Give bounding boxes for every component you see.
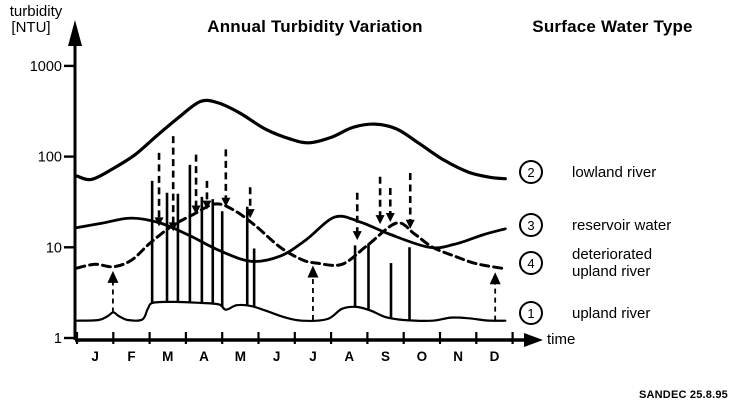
month-label: O	[417, 349, 428, 364]
y-axis-title-line2: [NTU]	[11, 19, 51, 36]
down-arrowhead	[245, 209, 255, 219]
month-label: J	[309, 349, 317, 364]
month-label: M	[162, 349, 173, 364]
legend-label-reservoir-water: reservoir water	[572, 217, 671, 234]
legend-number-2: 2	[519, 160, 543, 184]
month-label: S	[381, 349, 390, 364]
y-tick-label: 1000	[30, 59, 62, 75]
down-arrowhead	[154, 217, 164, 227]
legend-label-line: upland river	[572, 304, 651, 322]
y-tick-label: 10	[46, 240, 62, 256]
legend-label-line: lowland river	[572, 163, 657, 181]
down-arrowhead	[385, 213, 395, 223]
month-label: J	[273, 349, 281, 364]
legend-label-lowland-river: lowland river	[572, 164, 656, 181]
legend-number-3: 3	[519, 213, 543, 237]
up-arrowhead	[489, 272, 501, 285]
month-label: F	[127, 349, 135, 364]
month-label: J	[91, 349, 99, 364]
series-line-deteriorated-upland-river	[75, 202, 507, 271]
legend-label-line: reservoir water	[572, 216, 672, 234]
legend-label-deteriorated-upland-river: deteriorated upland river	[572, 246, 652, 280]
month-label: A	[344, 349, 354, 364]
legend-number-1: 1	[519, 301, 543, 325]
y-axis-title-line1: turbidity	[9, 3, 63, 20]
down-arrowhead	[375, 215, 385, 225]
legend-label-line: upland river	[572, 263, 651, 280]
chart-title: Annual Turbidity Variation	[207, 17, 423, 36]
down-arrowhead	[405, 219, 415, 229]
legend-label-line: deteriorated	[572, 246, 653, 263]
down-arrowhead	[352, 231, 362, 241]
x-axis-arrowhead	[524, 333, 543, 347]
month-label: N	[453, 349, 463, 364]
series-line-upland-river	[75, 300, 507, 322]
down-arrowhead	[221, 197, 231, 207]
legend-number-4: 4	[519, 251, 543, 275]
up-arrowhead	[307, 265, 319, 278]
y-tick-label: 1	[54, 331, 62, 347]
credit-text: SANDEC 25.8.95	[638, 389, 728, 401]
month-label: D	[490, 349, 500, 364]
month-label: A	[199, 349, 209, 364]
series-line-lowland-river	[75, 98, 507, 182]
up-arrowhead	[107, 270, 119, 283]
y-tick-label: 100	[38, 150, 62, 166]
y-axis-arrowhead	[68, 20, 82, 46]
down-arrowhead	[202, 200, 212, 210]
down-arrowhead	[191, 205, 201, 215]
series-line-reservoir-water	[75, 214, 507, 263]
legend-title: Surface Water Type	[532, 17, 693, 36]
x-axis-title: time	[547, 331, 576, 348]
legend-label-upland-river: upland river	[572, 305, 650, 322]
month-label: M	[235, 349, 246, 364]
down-arrowhead	[168, 222, 178, 232]
